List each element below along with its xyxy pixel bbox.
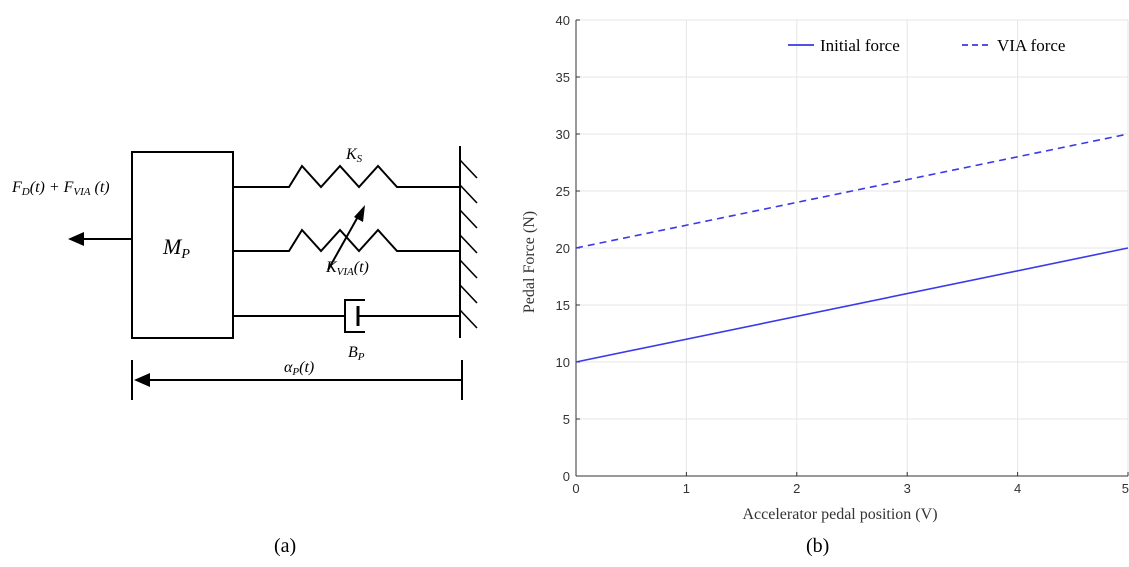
series-line-initial-force <box>575 247 1129 363</box>
panel-b-caption: (b) <box>806 535 830 557</box>
mass-label: MP <box>162 234 190 262</box>
force-arrowhead <box>68 232 84 246</box>
mass-block <box>131 151 234 339</box>
legend-label: Initial force <box>820 36 900 55</box>
spring-ks <box>233 164 460 189</box>
y-tick-label: 40 <box>556 13 570 28</box>
position-arrowhead <box>134 373 150 387</box>
y-tick-label: 15 <box>556 298 570 313</box>
y-tick-label: 20 <box>556 241 570 256</box>
y-axis-title: Pedal Force (N) <box>521 211 538 313</box>
position-label: αP(t) <box>284 359 314 378</box>
spring-ks-label: KS <box>345 146 363 165</box>
spring-kvia-label: KVIA(t) <box>325 259 369 278</box>
y-tick-label: 10 <box>556 355 570 370</box>
y-tick-label: 30 <box>556 127 570 142</box>
damper-cylinder <box>344 299 365 333</box>
x-tick-label: 5 <box>1122 481 1129 496</box>
damper-label: BP <box>348 344 365 363</box>
x-tick-label: 4 <box>1014 481 1021 496</box>
x-axis-title: Accelerator pedal position (V) <box>742 506 937 523</box>
force-label: FD(t) + FVIA (t) <box>11 179 110 198</box>
legend-label: VIA force <box>997 36 1065 55</box>
x-tick-label: 1 <box>683 481 690 496</box>
panel-a-caption: (a) <box>274 535 297 557</box>
variable-arrow-shaft <box>327 212 361 271</box>
y-tick-label: 25 <box>556 184 570 199</box>
pedal-force-chart: 0 5 10 15 20 25 30 35 40 0 1 2 3 4 5 Accelerator pedal … <box>521 13 1129 523</box>
x-tick-label: 0 <box>572 481 579 496</box>
spring-kvia <box>233 228 460 253</box>
variable-arrowhead <box>354 205 365 222</box>
y-tick-label: 0 <box>563 469 570 484</box>
x-tick-label: 3 <box>904 481 911 496</box>
y-tick-label: 35 <box>556 70 570 85</box>
x-tick-label: 2 <box>793 481 800 496</box>
y-tick-label: 5 <box>563 412 570 427</box>
pedal-dynamics-diagram <box>68 146 478 400</box>
wall-hatching <box>459 159 478 329</box>
series-line-via-force <box>575 133 1129 249</box>
